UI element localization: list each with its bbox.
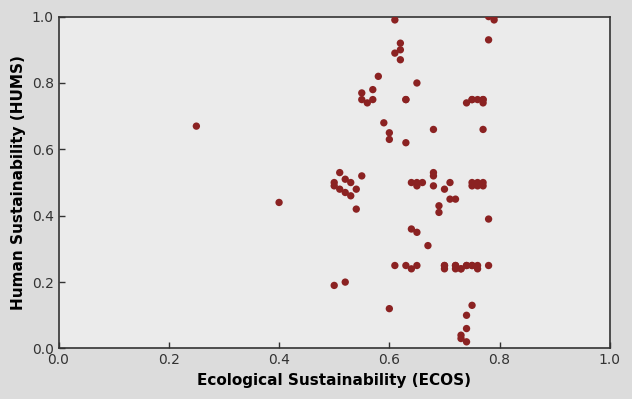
Point (406, 266, 416, 272)
Point (456, 266, 466, 272)
Point (335, 186, 345, 192)
Point (340, 279, 350, 285)
Point (362, 100, 372, 106)
Point (451, 196, 461, 202)
Point (439, 266, 449, 272)
Point (379, 120, 389, 126)
Point (483, 262, 494, 269)
Point (423, 243, 433, 249)
Point (390, 17, 400, 23)
Point (406, 179, 416, 186)
Point (473, 183, 483, 189)
Point (428, 170, 439, 176)
Point (412, 262, 422, 269)
Point (406, 226, 416, 232)
Point (456, 266, 466, 272)
Point (417, 179, 427, 186)
Point (439, 262, 449, 269)
X-axis label: Ecological Sustainability (ECOS): Ecological Sustainability (ECOS) (197, 373, 471, 388)
Point (473, 262, 483, 269)
Point (473, 179, 483, 186)
Point (478, 183, 488, 189)
Point (483, 216, 494, 222)
Point (478, 97, 488, 103)
Point (439, 186, 449, 192)
Point (340, 176, 350, 182)
Point (478, 179, 488, 186)
Point (356, 173, 367, 179)
Point (191, 123, 202, 129)
Point (356, 90, 367, 96)
Point (428, 126, 439, 132)
Point (461, 325, 471, 332)
Point (274, 199, 284, 205)
Point (489, 14, 499, 20)
Point (461, 262, 471, 269)
Point (412, 179, 422, 186)
Point (335, 170, 345, 176)
Point (368, 87, 378, 93)
Point (428, 173, 439, 179)
Point (428, 183, 439, 189)
Point (461, 339, 471, 345)
Point (390, 50, 400, 56)
Point (401, 140, 411, 146)
Point (483, 37, 494, 43)
Point (351, 186, 362, 192)
Point (384, 136, 394, 142)
Point (346, 193, 356, 199)
Point (451, 266, 461, 272)
Point (461, 312, 471, 318)
Y-axis label: Human Sustainability (HUMS): Human Sustainability (HUMS) (11, 55, 26, 310)
Point (412, 80, 422, 86)
Point (401, 97, 411, 103)
Point (451, 262, 461, 269)
Point (478, 97, 488, 103)
Point (434, 203, 444, 209)
Point (467, 302, 477, 308)
Point (489, 17, 499, 23)
Point (434, 209, 444, 215)
Point (390, 262, 400, 269)
Point (467, 97, 477, 103)
Point (445, 196, 455, 202)
Point (478, 100, 488, 106)
Point (461, 262, 471, 269)
Point (395, 40, 405, 46)
Point (329, 282, 339, 288)
Point (456, 335, 466, 342)
Point (461, 100, 471, 106)
Point (467, 262, 477, 269)
Point (412, 229, 422, 235)
Point (473, 97, 483, 103)
Point (395, 47, 405, 53)
Point (439, 262, 449, 269)
Point (478, 126, 488, 132)
Point (329, 183, 339, 189)
Point (483, 14, 494, 20)
Point (340, 189, 350, 196)
Point (351, 206, 362, 212)
Point (473, 266, 483, 272)
Point (401, 97, 411, 103)
Point (467, 262, 477, 269)
Point (467, 183, 477, 189)
Point (329, 179, 339, 186)
Point (445, 179, 455, 186)
Point (467, 97, 477, 103)
Point (401, 262, 411, 269)
Point (356, 97, 367, 103)
Point (346, 179, 356, 186)
Point (451, 262, 461, 269)
Point (374, 73, 384, 79)
Point (384, 306, 394, 312)
Point (467, 179, 477, 186)
Point (384, 130, 394, 136)
Point (368, 97, 378, 103)
Point (456, 332, 466, 338)
Point (412, 183, 422, 189)
Point (395, 57, 405, 63)
